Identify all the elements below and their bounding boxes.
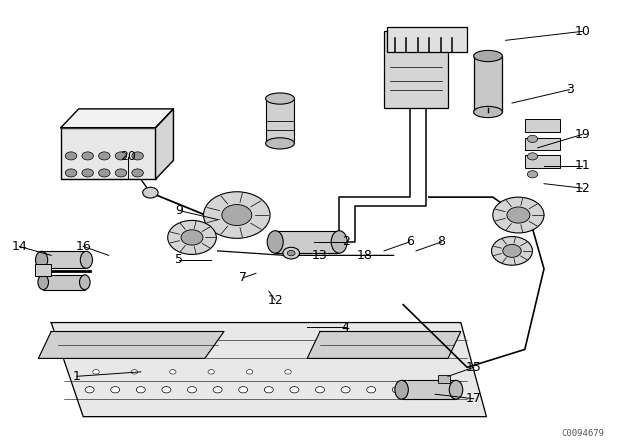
- Circle shape: [392, 387, 401, 393]
- Bar: [266, 99, 294, 143]
- Text: 7: 7: [239, 271, 247, 284]
- Circle shape: [85, 387, 94, 393]
- Text: 11: 11: [575, 159, 590, 172]
- Text: 17: 17: [466, 392, 481, 405]
- Circle shape: [285, 370, 291, 374]
- Text: 16: 16: [76, 240, 91, 253]
- Ellipse shape: [82, 152, 93, 160]
- Bar: [35, 264, 51, 276]
- Polygon shape: [51, 323, 486, 417]
- Text: 1: 1: [73, 370, 81, 383]
- Ellipse shape: [474, 106, 502, 117]
- Text: 15: 15: [466, 361, 481, 374]
- Ellipse shape: [82, 169, 93, 177]
- Circle shape: [507, 207, 530, 223]
- Bar: [474, 56, 502, 112]
- Ellipse shape: [449, 380, 463, 399]
- Text: 6: 6: [406, 235, 413, 249]
- Ellipse shape: [266, 93, 294, 104]
- Text: 9: 9: [175, 204, 183, 217]
- Text: 14: 14: [12, 240, 27, 253]
- Circle shape: [93, 370, 99, 374]
- Ellipse shape: [132, 169, 143, 177]
- Circle shape: [316, 387, 324, 393]
- Circle shape: [527, 153, 538, 160]
- Ellipse shape: [65, 169, 77, 177]
- Ellipse shape: [115, 152, 127, 160]
- Circle shape: [213, 387, 222, 393]
- Circle shape: [264, 387, 273, 393]
- Ellipse shape: [38, 275, 49, 289]
- Polygon shape: [307, 332, 461, 358]
- Bar: [275, 231, 339, 253]
- Ellipse shape: [99, 169, 110, 177]
- Bar: [525, 138, 560, 150]
- Circle shape: [188, 387, 196, 393]
- Circle shape: [222, 205, 252, 225]
- Bar: [525, 155, 560, 168]
- Text: 4: 4: [342, 320, 349, 334]
- Circle shape: [181, 230, 203, 245]
- Circle shape: [503, 245, 521, 257]
- Ellipse shape: [99, 152, 110, 160]
- Ellipse shape: [332, 231, 348, 253]
- Text: 2: 2: [342, 235, 349, 249]
- Bar: [438, 375, 450, 383]
- Text: 13: 13: [312, 249, 328, 262]
- Text: C0094679: C0094679: [562, 429, 605, 438]
- Circle shape: [418, 387, 427, 393]
- Circle shape: [290, 387, 299, 393]
- Polygon shape: [38, 332, 224, 358]
- Polygon shape: [61, 109, 173, 128]
- Circle shape: [208, 370, 214, 374]
- Circle shape: [341, 387, 350, 393]
- Circle shape: [367, 387, 376, 393]
- Ellipse shape: [395, 380, 408, 399]
- Ellipse shape: [81, 251, 93, 268]
- Ellipse shape: [36, 251, 47, 268]
- Ellipse shape: [65, 152, 77, 160]
- Ellipse shape: [115, 169, 127, 177]
- Bar: [384, 31, 448, 108]
- Circle shape: [527, 171, 538, 178]
- Circle shape: [492, 237, 532, 265]
- Circle shape: [170, 370, 176, 374]
- Circle shape: [287, 250, 295, 256]
- Circle shape: [162, 387, 171, 393]
- Text: 10: 10: [575, 25, 590, 38]
- Ellipse shape: [268, 231, 283, 253]
- Text: 12: 12: [268, 293, 283, 307]
- Bar: [42, 251, 86, 268]
- Bar: [61, 128, 156, 179]
- Bar: [44, 275, 85, 289]
- Polygon shape: [156, 109, 173, 179]
- Text: 12: 12: [575, 181, 590, 195]
- Bar: [387, 27, 467, 52]
- Circle shape: [168, 220, 216, 254]
- Ellipse shape: [266, 138, 294, 149]
- Ellipse shape: [132, 152, 143, 160]
- Ellipse shape: [79, 275, 90, 289]
- Circle shape: [493, 197, 544, 233]
- Circle shape: [111, 387, 120, 393]
- Text: 3: 3: [566, 83, 573, 96]
- Circle shape: [246, 370, 253, 374]
- Circle shape: [527, 135, 538, 142]
- Circle shape: [131, 370, 138, 374]
- Text: 20: 20: [120, 150, 136, 164]
- Circle shape: [239, 387, 248, 393]
- Circle shape: [204, 192, 270, 238]
- Bar: [525, 119, 560, 132]
- Text: 19: 19: [575, 128, 590, 141]
- Text: 8: 8: [438, 235, 445, 249]
- Circle shape: [143, 187, 158, 198]
- Circle shape: [283, 247, 300, 259]
- Circle shape: [136, 387, 145, 393]
- Text: 18: 18: [357, 249, 372, 262]
- Ellipse shape: [474, 50, 502, 61]
- Bar: [402, 380, 456, 399]
- Text: 5: 5: [175, 253, 183, 267]
